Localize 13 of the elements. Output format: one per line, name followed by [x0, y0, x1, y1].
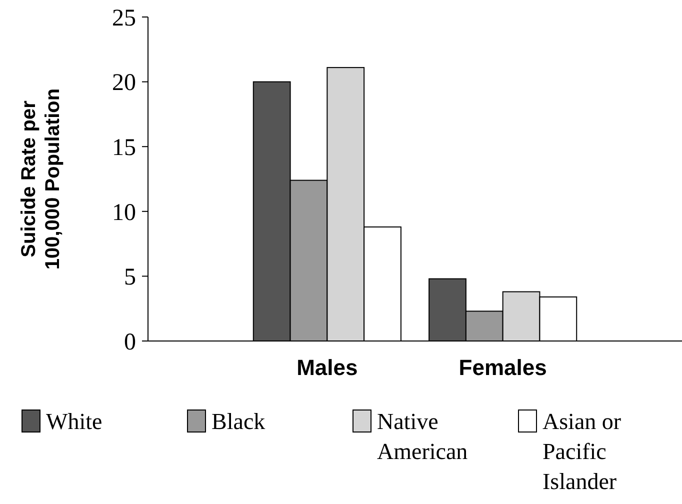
x-tick-label: Females: [458, 355, 547, 380]
legend-label: White: [46, 409, 102, 434]
legend-label: Black: [212, 409, 266, 434]
y-tick-label: 25: [112, 5, 136, 32]
legend-label: Asian or Pacific Islander: [542, 409, 622, 494]
y-tick-label: 10: [112, 200, 136, 226]
y-tick-label: 20: [112, 70, 136, 96]
y-tick-label: 15: [112, 135, 136, 161]
y-tick-label: 0: [124, 329, 136, 356]
y-axis-title: Suicide Rate per 100,000 Population: [18, 88, 64, 270]
x-tick-label: Males: [296, 355, 358, 380]
legend-label: Native American: [377, 409, 468, 464]
y-tick-label: 5: [124, 264, 136, 291]
